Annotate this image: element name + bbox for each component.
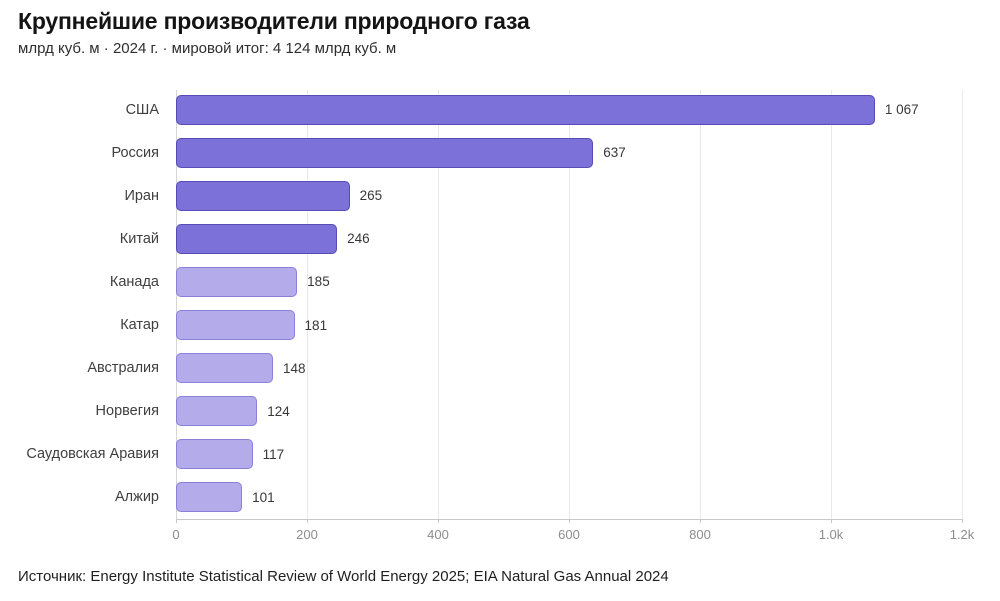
axis-tick-mark [831,519,832,523]
bar [176,266,298,297]
source-note: Источник: Energy Institute Statistical R… [18,568,669,585]
bar-row: Иран 265 [124,174,962,217]
plot-area: США 1 067 Россия 637 Иран 265 Китай 246 Канада 18… [26,88,974,542]
category-label: Саудовская Аравия [26,446,159,463]
gridline [962,90,963,519]
bar [176,353,273,384]
category-label: Канада [109,273,159,290]
axis-tick-label: 600 [558,527,580,542]
axis-tick-mark [176,519,177,523]
axis-tick-label: 200 [296,527,318,542]
gridline [306,90,308,519]
category-label: Иран [124,187,159,204]
gridline [831,90,832,519]
category-label: Катар [120,317,159,334]
bar-value-label: 185 [307,274,330,290]
bar-value-label: 637 [603,145,626,161]
gridline [569,90,570,519]
category-label: Китай [119,230,159,247]
bar-value-label: 148 [282,360,306,376]
bar-row: Норвегия 124 [96,390,962,433]
chart-subtitle: млрд куб. м · 2024 г. · мировой итог: 4 … [18,40,397,57]
bar [176,94,875,125]
bar [176,180,350,211]
gridline [437,90,439,519]
chart-title: Крупнейшие производители природного газа [18,8,530,34]
bar-value-label: 265 [359,188,383,204]
bar-row: Алжир 101 [115,476,962,519]
bar [176,310,295,341]
category-label: США [125,101,159,118]
chart-header: Крупнейшие производители природного газа… [18,6,530,59]
axis-tick-mark [437,519,439,523]
bar-value-label: 124 [267,403,290,419]
bar-row: Китай 246 [120,217,962,260]
bar [176,396,258,427]
bar [176,137,594,168]
bar-value-label: 246 [347,231,370,247]
bar-row: Саудовская Аравия 117 [26,433,962,476]
gridline [699,90,701,519]
bar-rows-container: США 1 067 Россия 637 Иран 265 Китай 246 Канада 18… [26,88,962,519]
axis-tick-label: 0 [172,527,180,542]
bar-row: Канада 185 [110,260,962,303]
gridline [176,90,177,519]
bar [176,439,253,470]
bar [176,482,243,513]
category-label: Норвегия [95,403,159,420]
axis-tick-mark [306,519,308,523]
category-label: Россия [111,144,159,161]
bar-row: Австралия 148 [87,347,962,390]
axis-tick-label: 1.0k [818,527,844,542]
category-label: Австралия [87,360,159,377]
category-label: Алжир [115,489,159,506]
axis-tick-mark [569,519,570,523]
bar-value-label: 181 [304,317,328,333]
bar-value-label: 101 [252,489,275,505]
axis-tick-mark [699,519,701,523]
axis-tick-label: 1.2k [949,527,975,542]
axis-tick-mark [962,519,963,523]
bar [176,223,338,254]
bar-row: Россия 637 [111,131,962,174]
axis-tick-label: 800 [689,527,711,542]
bar-value-label: 117 [262,446,285,462]
bar-value-label: 1 067 [884,102,919,118]
bar-row: Катар 181 [120,303,962,346]
axis-tick-label: 400 [427,527,449,542]
bar-row: США 1 067 [126,88,962,131]
